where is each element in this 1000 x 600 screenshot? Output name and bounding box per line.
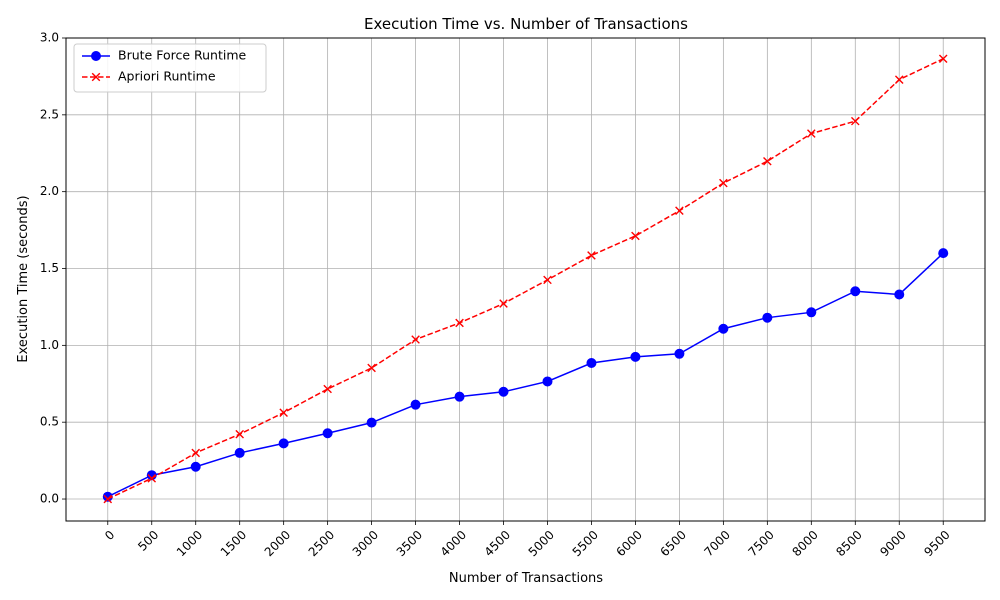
brute-force-runtime-point	[410, 399, 421, 410]
apriori-runtime-point	[850, 116, 860, 126]
brute-force-runtime-point	[630, 351, 641, 362]
y-tick-label: 1.5	[40, 261, 59, 275]
legend-label: Apriori Runtime	[118, 69, 216, 84]
apriori-runtime-point	[279, 408, 288, 417]
brute-force-runtime-point	[762, 312, 773, 323]
apriori-runtime-point	[894, 75, 904, 84]
apriori-runtime-point	[807, 129, 816, 138]
brute-force-runtime-point	[190, 461, 201, 472]
brute-force-runtime-point	[806, 307, 817, 318]
apriori-runtime-point	[191, 448, 201, 458]
apriori-runtime-point	[763, 156, 772, 166]
apriori-runtime-point	[587, 251, 596, 260]
y-tick-label: 1.0	[40, 338, 59, 352]
legend-item-brute-force-runtime: Brute Force Runtime	[82, 48, 247, 63]
y-tick-label: 3.0	[40, 31, 59, 45]
brute-force-runtime-point	[850, 286, 861, 297]
apriori-runtime-point	[367, 363, 376, 373]
apriori-runtime-point	[455, 318, 464, 328]
brute-force-runtime-point	[718, 323, 729, 334]
brute-force-runtime-point	[938, 248, 949, 259]
apriori-runtime-line	[107, 58, 944, 500]
brute-force-runtime-point	[454, 391, 465, 402]
brute-force-runtime-point	[894, 289, 905, 300]
brute-force-runtime-point	[278, 438, 289, 449]
legend-label: Brute Force Runtime	[118, 48, 247, 63]
brute-force-runtime-series	[102, 248, 949, 502]
legend-item-apriori-runtime: Apriori Runtime	[82, 69, 216, 84]
plot-area-frame	[65, 37, 986, 522]
y-axis-label: Execution Time (seconds)	[16, 195, 31, 362]
legend-box	[73, 43, 267, 93]
legend-swatch-marker	[91, 72, 101, 82]
brute-force-runtime-point	[498, 386, 509, 397]
apriori-runtime-point	[499, 299, 508, 308]
apriori-runtime-point	[631, 231, 640, 241]
y-tick-label: 0.0	[40, 492, 59, 506]
brute-force-runtime-point	[586, 358, 597, 369]
brute-force-runtime-point	[674, 348, 685, 359]
y-axis: 0.0 0.5 1.0 1.5 2.0 2.5 3.0	[40, 31, 66, 506]
brute-force-runtime-point	[542, 376, 553, 387]
legend: Brute Force Runtime Apriori Runtime	[73, 43, 267, 93]
y-tick-label: 2.5	[40, 107, 59, 121]
y-tick-label: 2.0	[40, 184, 59, 198]
apriori-runtime-point	[323, 384, 332, 394]
apriori-runtime-point	[411, 335, 420, 344]
apriori-runtime-point	[103, 494, 113, 504]
legend-swatch-marker	[91, 51, 101, 61]
apriori-runtime-point	[938, 54, 948, 64]
brute-force-runtime-point	[234, 447, 245, 458]
apriori-runtime-series	[103, 54, 948, 504]
brute-force-runtime-point	[366, 417, 377, 428]
apriori-runtime-point	[147, 473, 157, 483]
x-axis-label: Number of Transactions	[449, 571, 603, 586]
apriori-runtime-point	[675, 206, 684, 216]
brute-force-runtime-line	[107, 252, 944, 498]
apriori-runtime-point	[719, 178, 728, 188]
brute-force-runtime-point	[322, 428, 333, 439]
series-layer	[102, 54, 949, 504]
apriori-runtime-point	[235, 429, 244, 439]
apriori-runtime-point	[543, 275, 552, 285]
y-tick-label: 0.5	[40, 415, 59, 429]
chart-title: Execution Time vs. Number of Transaction…	[364, 15, 688, 33]
